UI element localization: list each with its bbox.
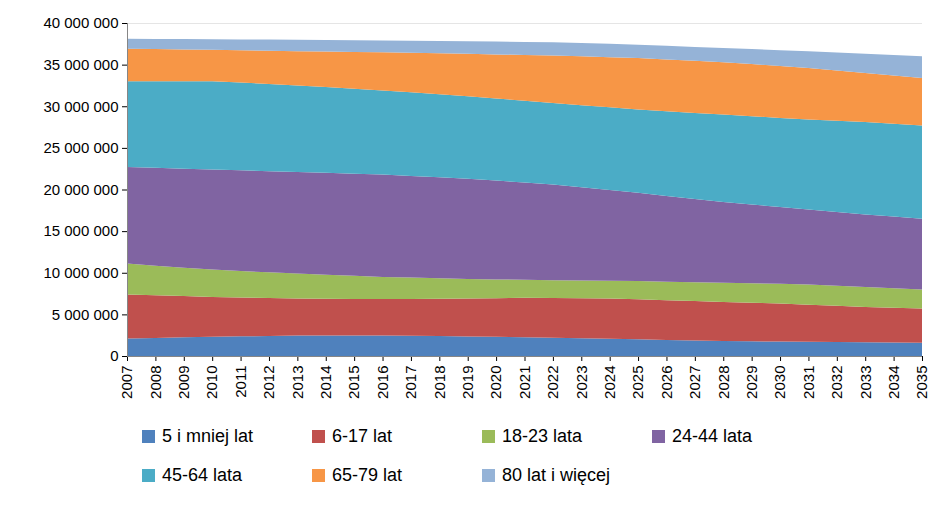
svg-text:2019: 2019 bbox=[459, 366, 476, 399]
svg-text:2029: 2029 bbox=[743, 366, 760, 399]
svg-text:2027: 2027 bbox=[686, 366, 703, 399]
svg-text:2024: 2024 bbox=[601, 366, 618, 399]
svg-text:20 000 000: 20 000 000 bbox=[43, 181, 118, 198]
svg-text:2021: 2021 bbox=[516, 366, 533, 399]
svg-text:2016: 2016 bbox=[374, 366, 391, 399]
svg-text:2012: 2012 bbox=[260, 366, 277, 399]
svg-text:2007: 2007 bbox=[118, 366, 135, 399]
svg-text:2028: 2028 bbox=[715, 366, 732, 399]
svg-text:2022: 2022 bbox=[544, 366, 561, 399]
html-text:5 i mniej lat: 5 i mniej lat bbox=[162, 426, 253, 446]
svg-text:2035: 2035 bbox=[913, 366, 930, 399]
svg-text:2034: 2034 bbox=[885, 366, 902, 399]
svg-text:2010: 2010 bbox=[203, 366, 220, 399]
svg-text:2009: 2009 bbox=[175, 366, 192, 399]
html-text:6-17 lat: 6-17 lat bbox=[332, 426, 392, 446]
svg-text:2031: 2031 bbox=[800, 366, 817, 399]
svg-text:40 000 000: 40 000 000 bbox=[43, 14, 118, 31]
svg-text:2026: 2026 bbox=[658, 366, 675, 399]
svg-text:2032: 2032 bbox=[828, 366, 845, 399]
html-text:45-64 lata: 45-64 lata bbox=[162, 465, 243, 485]
html-text:80 lat i więcej: 80 lat i więcej bbox=[502, 465, 611, 485]
svg-text:2008: 2008 bbox=[147, 366, 164, 399]
svg-text:2033: 2033 bbox=[857, 366, 874, 399]
svg-text:2017: 2017 bbox=[402, 366, 419, 399]
svg-text:2013: 2013 bbox=[289, 366, 306, 399]
html-text:18-23 lata: 18-23 lata bbox=[502, 426, 583, 446]
svg-text:2020: 2020 bbox=[487, 366, 504, 399]
svg-text:2011: 2011 bbox=[232, 366, 249, 398]
html-text:65-79 lat: 65-79 lat bbox=[332, 465, 403, 485]
svg-text:2018: 2018 bbox=[431, 366, 448, 399]
svg-text:2030: 2030 bbox=[771, 366, 788, 399]
svg-text:35 000 000: 35 000 000 bbox=[43, 56, 118, 73]
html-text:24-44 lata: 24-44 lata bbox=[672, 426, 753, 446]
svg-text:2025: 2025 bbox=[629, 366, 646, 399]
svg-text:2015: 2015 bbox=[345, 366, 362, 399]
svg-text:10 000 000: 10 000 000 bbox=[43, 264, 118, 281]
svg-text:30 000 000: 30 000 000 bbox=[43, 98, 118, 115]
svg-text:2023: 2023 bbox=[573, 366, 590, 399]
svg-text:15 000 000: 15 000 000 bbox=[43, 222, 118, 239]
svg-text:0: 0 bbox=[110, 347, 118, 364]
svg-text:5 000 000: 5 000 000 bbox=[52, 306, 119, 323]
svg-text:2014: 2014 bbox=[317, 366, 334, 399]
svg-text:25 000 000: 25 000 000 bbox=[43, 139, 118, 156]
